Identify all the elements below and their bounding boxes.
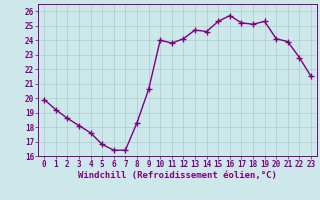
X-axis label: Windchill (Refroidissement éolien,°C): Windchill (Refroidissement éolien,°C) bbox=[78, 171, 277, 180]
